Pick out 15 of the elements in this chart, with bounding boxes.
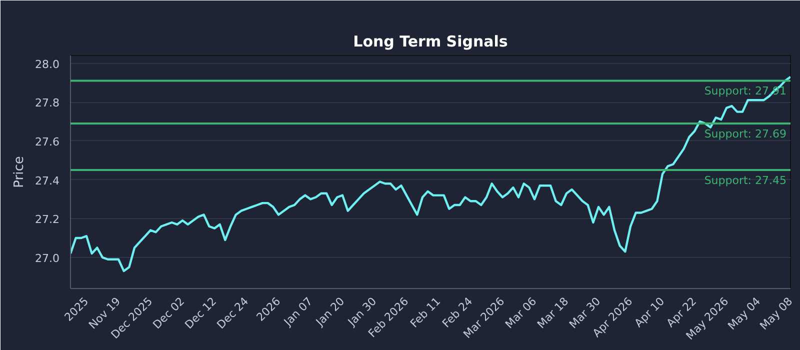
x-tick-label: Jan 07: [280, 294, 316, 330]
y-tick-label: 27.2: [35, 213, 60, 226]
y-tick-label: 27.8: [35, 96, 60, 110]
chart-title: Long Term Signals: [353, 32, 508, 50]
y-tick-label: 27.4: [35, 174, 60, 188]
y-tick-label: 27.0: [35, 252, 60, 265]
x-tick-label: Jan 20: [312, 294, 348, 330]
y-tick-label: 27.6: [35, 135, 60, 148]
ref-line-label: Support: 27.69: [704, 127, 787, 140]
y-axis-title: Price: [12, 156, 28, 188]
ref-line-label: Support: 27.45: [704, 174, 787, 188]
x-tick-label: Apr 10: [632, 294, 668, 330]
line-series: [70, 76, 790, 272]
y-tick-label: 28.0: [35, 58, 60, 71]
x-tick-label: Feb 11: [408, 294, 444, 330]
